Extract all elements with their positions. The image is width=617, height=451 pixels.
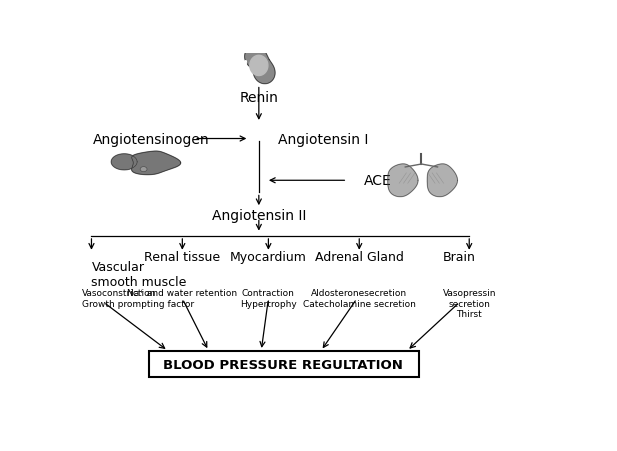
- Polygon shape: [250, 56, 268, 76]
- Circle shape: [140, 167, 147, 172]
- Text: ACE: ACE: [364, 174, 392, 188]
- FancyBboxPatch shape: [149, 351, 419, 377]
- Text: Contraction
Hypertrophy: Contraction Hypertrophy: [240, 289, 297, 308]
- Polygon shape: [245, 47, 275, 84]
- Text: Adrenal Gland: Adrenal Gland: [315, 251, 404, 264]
- Text: Angiotensinogen: Angiotensinogen: [93, 132, 210, 146]
- Text: Renal tissue: Renal tissue: [144, 251, 220, 264]
- Text: Brain: Brain: [443, 251, 476, 264]
- Text: BLOOD PRESSURE REGULTATION: BLOOD PRESSURE REGULTATION: [163, 359, 403, 372]
- Polygon shape: [428, 165, 457, 197]
- Text: Aldosteronesecretion
Catecholamine secretion: Aldosteronesecretion Catecholamine secre…: [303, 289, 416, 308]
- Text: Myocardium: Myocardium: [230, 251, 307, 264]
- Polygon shape: [111, 155, 137, 170]
- Text: Vasopressin
secretion
Thirst: Vasopressin secretion Thirst: [442, 289, 496, 318]
- Polygon shape: [131, 152, 181, 175]
- Polygon shape: [242, 61, 246, 71]
- Text: Na⁺ and water retention: Na⁺ and water retention: [127, 289, 238, 298]
- Text: Vascular
smooth muscle: Vascular smooth muscle: [91, 261, 187, 289]
- Text: Renin: Renin: [239, 91, 278, 105]
- Text: Angiotensin I: Angiotensin I: [278, 132, 368, 146]
- Text: Vasoconstriction
Growth prompting factor: Vasoconstriction Growth prompting factor: [82, 289, 194, 308]
- Text: Angiotensin II: Angiotensin II: [212, 209, 306, 223]
- Polygon shape: [388, 165, 418, 197]
